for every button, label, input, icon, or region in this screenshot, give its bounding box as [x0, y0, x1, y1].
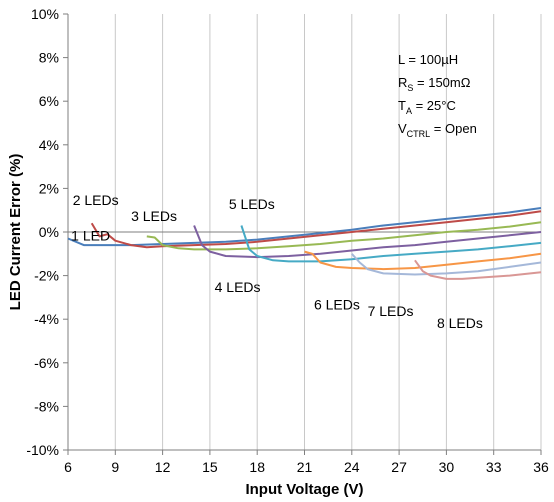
series-labels: 1 LED 2 LEDs 3 LEDs 4 LEDs 5 LEDs 6 LEDs 7 LED… — [71, 192, 483, 331]
x-tick-label-9: 9 — [111, 459, 119, 475]
x-tick-label-12: 12 — [155, 459, 171, 475]
y-tick-label-6%: 6% — [39, 93, 59, 109]
annotation-line-1: L = 100µH — [398, 52, 458, 67]
series-label-1-led: 1 LED — [71, 228, 110, 244]
series-label-5-leds: 5 LEDs — [229, 196, 275, 212]
x-tick-label-6: 6 — [64, 459, 72, 475]
x-tick-label-21: 21 — [297, 459, 313, 475]
y-tick-label-2%: 2% — [39, 180, 59, 196]
series-line-7-leds — [351, 253, 542, 276]
series-label-7-leds: 7 LEDs — [368, 303, 414, 319]
series-label-4-leds: 4 LEDs — [215, 279, 261, 295]
x-tick-label-33: 33 — [486, 459, 502, 475]
series-label-6-leds: 6 LEDs — [314, 296, 360, 312]
x-tick-label-27: 27 — [391, 459, 407, 475]
x-tick-label-18: 18 — [249, 459, 265, 475]
annotation-line-4: VCTRL = Open — [398, 121, 477, 139]
x-tick-label-30: 30 — [439, 459, 455, 475]
y-tick-label-10%: 10% — [31, 6, 59, 22]
series-line-1-led — [67, 207, 542, 247]
axes — [63, 13, 542, 455]
series-label-3-leds: 3 LEDs — [131, 208, 177, 224]
y-tick-label-4%: 4% — [39, 137, 59, 153]
series-line-3-leds — [146, 221, 542, 251]
y-axis-label: LED Current Error (%) — [7, 154, 24, 311]
series-line-5-leds — [240, 225, 542, 263]
annotation-line-3: TA = 25°C — [398, 98, 456, 116]
y-tick-labels: -10% -8% -6% -4% -2% 0% 2% 4% 6% 8% 10% — [26, 6, 59, 458]
x-tick-labels: 6 9 12 15 18 21 24 27 30 33 36 — [64, 459, 549, 475]
y-tick-label--6%: -6% — [34, 355, 59, 371]
series-label-8-leds: 8 LEDs — [437, 315, 483, 331]
series-line-2-leds — [90, 210, 542, 249]
y-tick-label-0%: 0% — [39, 224, 59, 240]
y-tick-label--8%: -8% — [34, 398, 59, 414]
y-tick-label--10%: -10% — [26, 442, 59, 458]
series-line-6-leds — [304, 250, 542, 271]
x-tick-label-15: 15 — [202, 459, 218, 475]
series-line-8-leds — [414, 259, 542, 280]
series-label-2-leds: 2 LEDs — [73, 192, 119, 208]
x-tick-label-24: 24 — [344, 459, 360, 475]
x-tick-label-36: 36 — [533, 459, 549, 475]
series-line-4-leds — [193, 225, 542, 259]
y-tick-label-8%: 8% — [39, 50, 59, 66]
y-tick-label--4%: -4% — [34, 311, 59, 327]
x-axis-label: Input Voltage (V) — [245, 481, 363, 498]
annotation-line-2: RS = 150mΩ — [398, 75, 471, 93]
conditions-annotation: L = 100µH RS = 150mΩ TA = 25°C VCTRL = Open — [398, 52, 477, 139]
series-lines — [67, 207, 542, 280]
y-tick-label--2%: -2% — [34, 268, 59, 284]
